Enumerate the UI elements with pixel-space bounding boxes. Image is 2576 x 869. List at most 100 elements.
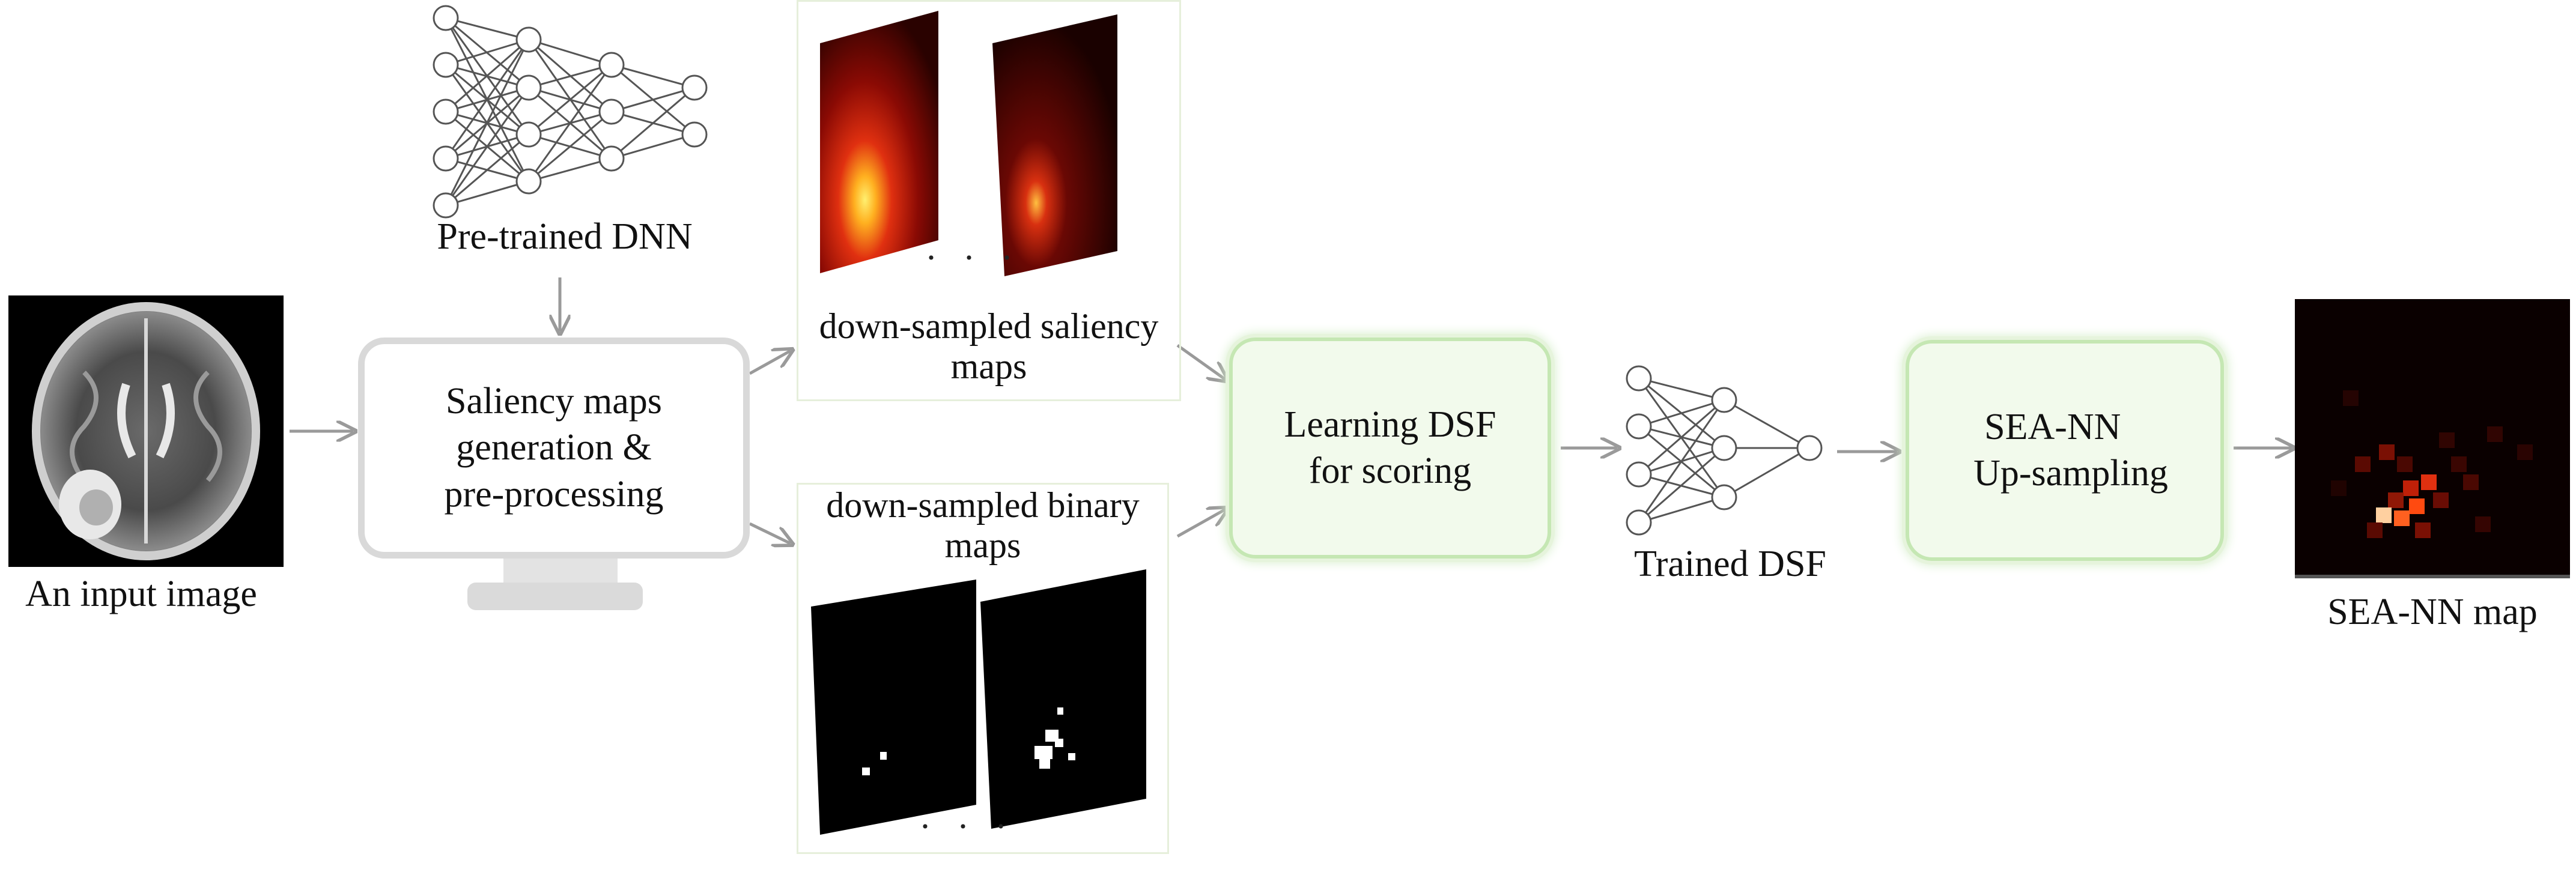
dnn-node xyxy=(681,121,708,148)
dsf-edge xyxy=(1638,377,1725,401)
sea-nn-map-label: SEA-NN map xyxy=(2327,592,2538,632)
arrow-saliency-to-learning xyxy=(1176,344,1226,380)
saliency-maps-panel xyxy=(797,0,1181,401)
binary-maps-panel xyxy=(797,483,1169,854)
upsample-line2: Up-sampling xyxy=(1973,453,2168,494)
dnn-node xyxy=(515,26,542,53)
input-mri-image xyxy=(8,295,284,567)
sea-nn-pixel xyxy=(2397,456,2413,472)
dnn-node xyxy=(681,74,708,101)
saliency-ellipsis: · · · xyxy=(925,238,1021,277)
dsf-edge xyxy=(1638,399,1725,523)
sea-nn-pixel xyxy=(2331,480,2347,496)
sea-nn-pixel xyxy=(2439,432,2455,448)
dnn-edge xyxy=(445,180,529,207)
dsf-node xyxy=(1626,461,1652,488)
saliency-box-line3: pre-processing xyxy=(444,473,664,515)
dnn-edge xyxy=(445,39,530,206)
sea-nn-pixel xyxy=(2367,522,2383,538)
dnn-node xyxy=(598,52,625,78)
dsf-edge xyxy=(1724,399,1810,449)
dnn-node xyxy=(598,145,625,172)
binary-map-2 xyxy=(980,569,1146,829)
sea-nn-pixel xyxy=(2421,474,2437,490)
dsf-edge xyxy=(1638,496,1725,524)
dnn-edge xyxy=(445,87,530,206)
sea-nn-pixel xyxy=(2433,492,2449,508)
dnn-edge xyxy=(528,64,612,136)
dnn-node xyxy=(433,192,459,219)
sea-nn-pixel xyxy=(2355,456,2371,472)
learning-line1: Learning DSF xyxy=(1284,404,1496,445)
learning-line2: for scoring xyxy=(1308,450,1472,491)
dnn-node xyxy=(433,5,459,31)
dnn-edge xyxy=(611,64,695,89)
dsf-node xyxy=(1626,365,1652,392)
dnn-edge xyxy=(528,64,612,89)
sea-nn-pixel xyxy=(2415,522,2431,538)
downsampled-saliency-label: down-sampled saliency maps xyxy=(819,306,1159,387)
trained-dsf-network xyxy=(1626,365,1823,536)
pretrained-dnn-network xyxy=(433,5,708,219)
dnn-edge xyxy=(611,86,695,113)
dsf-node xyxy=(1626,413,1652,440)
learning-dsf-box: Learning DSF for scoring xyxy=(1229,338,1551,559)
saliency-map-1 xyxy=(820,11,938,273)
dnn-edge xyxy=(528,157,612,183)
sea-nn-pixel xyxy=(2487,426,2503,442)
arrow-to-binary-maps xyxy=(749,522,791,544)
monitor-stand xyxy=(467,556,643,610)
dsf-edge xyxy=(1638,447,1725,524)
dnn-node xyxy=(515,74,542,101)
sea-nn-pixel xyxy=(2388,492,2404,508)
sea-nn-pixel xyxy=(2463,474,2479,490)
dnn-edge xyxy=(527,64,613,182)
dsf-node xyxy=(1796,435,1823,461)
arrow-binary-to-learning xyxy=(1176,509,1226,538)
dnn-node xyxy=(433,52,459,78)
dnn-edge xyxy=(611,86,695,160)
saliency-box-line1: Saliency maps xyxy=(446,380,662,422)
sea-nn-upsampling-box: SEA-NN Up-sampling xyxy=(1906,340,2224,561)
pretrained-dnn-label: Pre-trained DNN xyxy=(437,216,693,257)
binary-ellipsis: · · · xyxy=(919,807,1015,846)
dnn-node xyxy=(433,145,459,172)
sea-nn-pixel xyxy=(2409,498,2425,514)
saliency-generation-box: Saliency maps generation & pre-processin… xyxy=(358,338,750,559)
dnn-node xyxy=(598,98,625,125)
dnn-node xyxy=(515,168,542,195)
sea-nn-pixel xyxy=(2394,510,2410,526)
sea-nn-pixel xyxy=(2517,444,2533,460)
dnn-edge xyxy=(445,38,529,113)
input-image-label: An input image xyxy=(25,574,257,614)
output-sea-nn-map xyxy=(2295,299,2570,578)
sea-nn-pixel xyxy=(2376,507,2392,523)
dnn-node xyxy=(515,121,542,148)
sea-nn-pixel xyxy=(2403,480,2419,496)
dsf-node xyxy=(1711,484,1737,510)
sea-nn-pixel xyxy=(2475,516,2491,532)
dnn-edge xyxy=(445,39,530,159)
saliency-box-line2: generation & xyxy=(456,427,652,468)
dnn-edge xyxy=(445,133,529,207)
trained-dsf-label: Trained DSF xyxy=(1634,544,1826,584)
dnn-node xyxy=(433,98,459,125)
arrow-to-saliency-maps xyxy=(749,351,791,375)
dsf-node xyxy=(1626,509,1652,536)
sea-nn-pixel xyxy=(2379,444,2395,460)
binary-map-1 xyxy=(811,580,976,835)
saliency-map-2 xyxy=(992,14,1117,276)
dnn-edge xyxy=(445,17,529,41)
dnn-edge xyxy=(445,38,529,66)
dsf-edge xyxy=(1638,399,1725,476)
sea-nn-pixel xyxy=(2451,456,2467,472)
dsf-edge xyxy=(1638,399,1725,428)
upsample-line1: SEA-NN xyxy=(1984,406,2121,447)
dsf-node xyxy=(1711,435,1737,461)
dnn-edge xyxy=(611,133,695,160)
dsf-node xyxy=(1711,387,1737,413)
downsampled-binary-label: down-sampled binary maps xyxy=(826,485,1140,566)
dnn-edge xyxy=(528,38,612,66)
